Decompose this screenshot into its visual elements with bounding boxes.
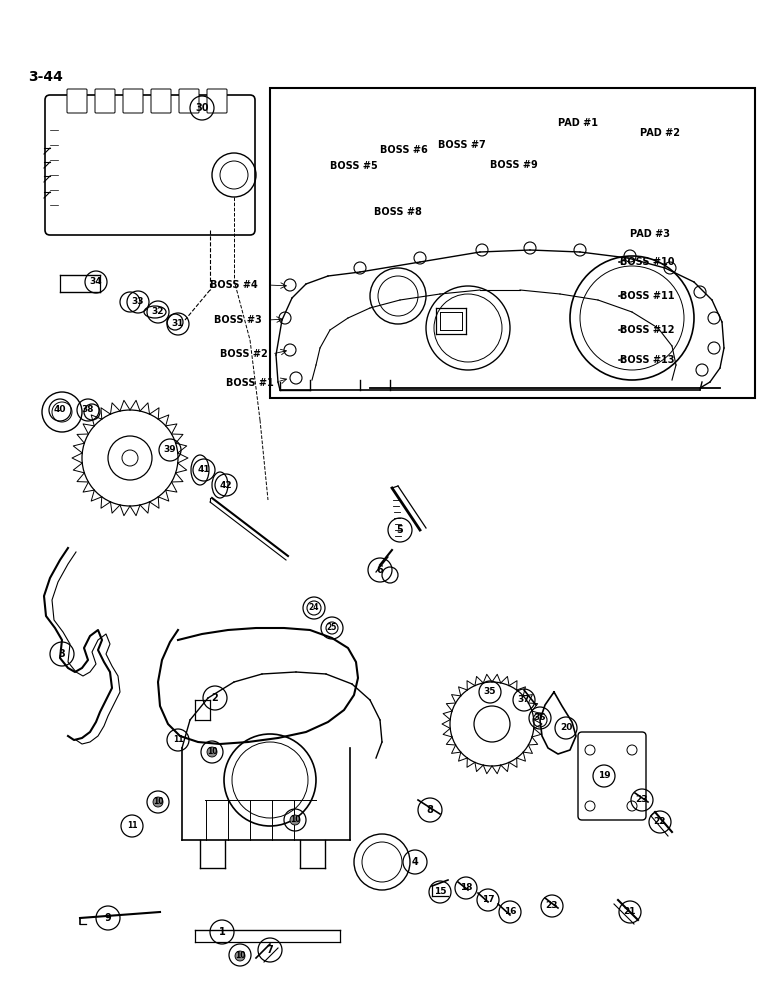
Text: 11: 11 [127, 822, 137, 830]
Text: 4: 4 [411, 857, 418, 867]
Circle shape [235, 951, 245, 961]
Text: 7: 7 [266, 945, 273, 955]
Text: 23: 23 [636, 796, 648, 804]
Text: BOSS #4: BOSS #4 [210, 280, 258, 290]
Text: 31: 31 [171, 320, 185, 328]
Text: 6: 6 [377, 565, 384, 575]
Text: 38: 38 [82, 406, 94, 414]
Circle shape [207, 747, 217, 757]
Text: 30: 30 [195, 103, 208, 113]
Text: 34: 34 [90, 277, 103, 286]
Text: PAD #3: PAD #3 [630, 229, 670, 239]
Text: BOSS #12: BOSS #12 [620, 325, 675, 335]
Text: 10: 10 [153, 798, 163, 806]
Text: 21: 21 [624, 908, 636, 916]
Text: 41: 41 [198, 466, 210, 475]
Text: BOSS #5: BOSS #5 [330, 161, 378, 171]
Text: 25: 25 [327, 624, 337, 633]
Text: 10: 10 [290, 816, 300, 824]
Text: 8: 8 [427, 805, 433, 815]
Text: 15: 15 [434, 888, 446, 896]
FancyBboxPatch shape [123, 89, 143, 113]
Text: 40: 40 [54, 406, 66, 414]
Text: 32: 32 [152, 308, 164, 316]
Text: 16: 16 [504, 908, 516, 916]
Text: BOSS #2: BOSS #2 [220, 349, 268, 359]
Text: 39: 39 [164, 446, 176, 454]
Text: 24: 24 [309, 603, 320, 612]
Text: 3: 3 [59, 649, 66, 659]
Text: BOSS #6: BOSS #6 [380, 145, 428, 155]
Text: 22: 22 [654, 818, 666, 826]
Text: PAD #1: PAD #1 [558, 118, 598, 128]
Text: 1: 1 [218, 927, 225, 937]
Circle shape [153, 797, 163, 807]
Text: 9: 9 [105, 913, 111, 923]
FancyBboxPatch shape [95, 89, 115, 113]
FancyBboxPatch shape [151, 89, 171, 113]
Text: 19: 19 [598, 772, 611, 780]
Text: 10: 10 [207, 748, 217, 756]
Text: 11: 11 [173, 736, 183, 744]
Text: 18: 18 [460, 884, 472, 892]
Text: BOSS #3: BOSS #3 [215, 315, 262, 325]
Bar [270, 88, 755, 398]
Text: 33: 33 [132, 298, 144, 306]
FancyBboxPatch shape [207, 89, 227, 113]
Text: 42: 42 [220, 481, 232, 489]
Text: PAD #2: PAD #2 [640, 128, 680, 138]
Text: BOSS #7: BOSS #7 [438, 140, 486, 150]
Text: BOSS #11: BOSS #11 [620, 291, 675, 301]
Text: 17: 17 [482, 896, 494, 904]
Text: 37: 37 [518, 696, 530, 704]
Text: 2: 2 [212, 693, 218, 703]
Text: BOSS #8: BOSS #8 [374, 207, 422, 217]
Text: 20: 20 [560, 724, 572, 732]
Text: 10: 10 [235, 950, 245, 960]
Text: 3-44: 3-44 [28, 70, 63, 84]
Text: 35: 35 [484, 688, 496, 696]
FancyBboxPatch shape [578, 732, 646, 820]
FancyBboxPatch shape [67, 89, 87, 113]
Text: BOSS #13: BOSS #13 [620, 355, 675, 365]
Text: 23: 23 [546, 902, 558, 910]
Circle shape [290, 815, 300, 825]
Text: BOSS #1: BOSS #1 [226, 378, 274, 388]
Text: BOSS #9: BOSS #9 [490, 160, 538, 170]
Text: 36: 36 [533, 714, 547, 722]
FancyBboxPatch shape [179, 89, 199, 113]
FancyBboxPatch shape [45, 95, 255, 235]
Text: 5: 5 [397, 525, 404, 535]
Text: BOSS #10: BOSS #10 [620, 257, 675, 267]
